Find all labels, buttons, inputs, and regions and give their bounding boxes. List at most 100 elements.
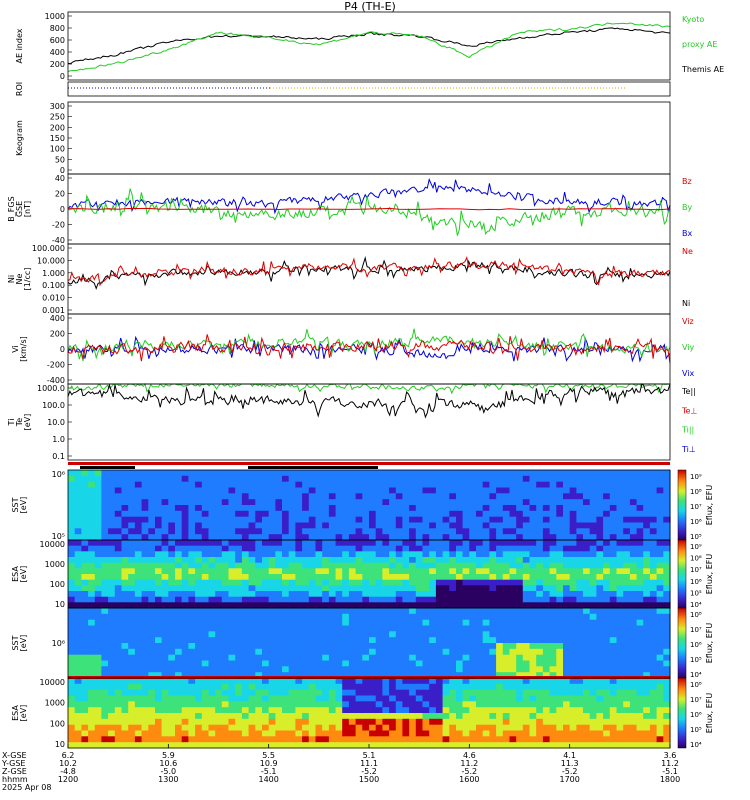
- esa-ion-spectrogram-cell: [295, 689, 303, 697]
- sst-ion-spectrogram-cell: [282, 625, 290, 632]
- esa-electron-spectrogram-cell: [235, 568, 243, 575]
- esa-ion-spectrogram-cell: [462, 707, 470, 714]
- sst-electron-spectrogram-cell: [609, 493, 618, 500]
- sst-ion-spectrogram-cell: [262, 608, 270, 615]
- esa-ion-spectrogram-cell: [429, 689, 437, 697]
- sst-ion-spectrogram-cell: [315, 613, 323, 621]
- sst-electron-spectrogram-cell: [402, 499, 410, 506]
- sst-ion-spectrogram-cell: [629, 625, 638, 632]
- sst-electron-spectrogram-cell: [248, 522, 256, 529]
- sst-ion-spectrogram-cell: [509, 613, 517, 621]
- sst-electron-spectrogram-cell: [462, 475, 470, 483]
- sst-electron-spectrogram-cell: [629, 499, 638, 506]
- sst-electron-spectrogram-cell: [74, 475, 82, 483]
- esa-electron-spectrogram-cell: [275, 579, 283, 586]
- esa-ion-spectrogram-cell: [603, 713, 611, 720]
- sst-electron-spectrogram-cell: [656, 493, 664, 500]
- sst-ion-spectrogram-cell: [141, 643, 149, 650]
- sst-electron-spectrogram-cell: [141, 493, 149, 500]
- sst-ion-spectrogram-cell: [516, 631, 524, 638]
- panel-bfield-ytick: 0: [60, 205, 65, 214]
- sst-ion-spectrogram-cell: [556, 625, 564, 632]
- esa-electron-spectrogram-cell: [589, 562, 597, 569]
- esa-ion-spectrogram-cell: [208, 707, 216, 714]
- esa-ion-spectrogram-cell: [589, 678, 597, 685]
- esa-ion-spectrogram-cell: [649, 736, 658, 743]
- esa-ion-spectrogram-cell: [348, 701, 357, 708]
- esa-ion-spectrogram-cell: [402, 678, 410, 685]
- sst-electron-spectrogram-cell: [529, 528, 537, 535]
- sst-ion-spectrogram-cell: [188, 625, 196, 632]
- esa-electron-spectrogram-cell: [576, 540, 584, 547]
- sst-electron-spectrogram-cell: [308, 481, 317, 489]
- sst-electron-spectrogram-cell: [195, 505, 203, 512]
- esa-electron-spectrogram-cell: [496, 596, 504, 603]
- sst-ion-spectrogram-cell: [422, 648, 430, 656]
- esa-ion-spectrogram-cell: [409, 742, 417, 749]
- sst-electron-spectrogram-cell: [355, 470, 363, 477]
- esa-electron-spectrogram-cell: [375, 574, 383, 581]
- sst-ion-spectrogram-cell: [663, 660, 671, 667]
- sst-ion-spectrogram-cell: [456, 672, 464, 679]
- esa-electron-spectrogram-cell: [155, 545, 163, 552]
- panel-sst_i: SST [eV] 10⁶: [11, 635, 72, 651]
- esa-ion-spectrogram-cell: [121, 742, 129, 749]
- esa-ion-spectrogram-cell: [195, 730, 203, 737]
- sst-ion-spectrogram-cell: [609, 631, 618, 638]
- sst-electron-spectrogram-cell: [322, 470, 330, 477]
- footer-time-tick: 1700: [559, 775, 579, 784]
- sst-electron-spectrogram-cell: [489, 499, 497, 506]
- sst-electron-spectrogram-cell: [228, 510, 236, 518]
- esa-ion-spectrogram-cell: [302, 707, 310, 714]
- sst-ion-spectrogram-cell: [308, 613, 317, 621]
- sst-electron-spectrogram-cell: [114, 481, 123, 489]
- sst-ion-spectrogram-cell: [649, 625, 658, 632]
- esa-ion-spectrogram-cell: [74, 695, 82, 702]
- sst-ion-spectrogram-cell: [629, 619, 638, 627]
- esa-ion-spectrogram-cell: [148, 736, 156, 743]
- sst-ion-spectrogram-cell: [101, 654, 109, 662]
- sst-ion-spectrogram-cell: [355, 625, 363, 632]
- footer-time-tick: 1600: [459, 775, 479, 784]
- sst-ion-spectrogram-cell: [589, 619, 597, 627]
- esa-electron-spectrogram-cell: [362, 568, 370, 575]
- sst-electron-spectrogram-cell: [342, 481, 350, 489]
- sst-ion-spectrogram-cell: [348, 648, 357, 656]
- esa-electron-spectrogram-cell: [155, 574, 163, 581]
- ae-series-line: [67, 22, 671, 73]
- sst-ion-spectrogram-cell: [288, 643, 296, 650]
- sst-ion-spectrogram-cell: [636, 631, 644, 638]
- esa-electron-spectrogram-cell: [415, 557, 424, 564]
- esa-ion-spectrogram-cell: [576, 678, 584, 685]
- esa-ion-spectrogram-cell: [489, 718, 497, 726]
- sst-ion-spectrogram-cell: [241, 637, 250, 644]
- esa-ion-spectrogram-cell: [74, 742, 82, 749]
- sst-electron-spectrogram-cell: [502, 481, 511, 489]
- sst-ion-spectrogram-cell: [569, 648, 577, 656]
- esa-electron-spectrogram-cell: [529, 585, 537, 592]
- esa-electron-spectrogram-cell: [603, 574, 611, 581]
- esa-electron-spectrogram-cell: [315, 545, 323, 552]
- sst-electron-spectrogram-cell: [489, 510, 497, 518]
- esa-electron-spectrogram-cell: [563, 602, 571, 609]
- sst-electron-spectrogram-cell: [188, 516, 196, 524]
- esa-ion-spectrogram-cell: [529, 689, 537, 697]
- sst-ion-spectrogram-cell: [369, 637, 377, 644]
- sst-electron-spectrogram-cell: [74, 522, 82, 529]
- sst-electron-spectrogram-cell: [335, 522, 343, 529]
- esa-ion-spectrogram-cell: [663, 678, 671, 685]
- sst-ion-spectrogram-cell: [469, 637, 477, 644]
- sst-ion-spectrogram-cell: [201, 613, 210, 621]
- sst-electron-spectrogram-cell: [128, 487, 136, 494]
- sst-electron-spectrogram-cell: [629, 516, 638, 524]
- sst-electron-spectrogram-cell: [188, 505, 196, 512]
- esa-electron-spectrogram-cell: [342, 585, 350, 592]
- esa-electron-spectrogram-cell: [502, 591, 511, 598]
- sst-ion-spectrogram-cell: [175, 648, 183, 656]
- sst-ion-spectrogram-cell: [395, 637, 404, 644]
- sst-electron-spectrogram-cell: [462, 493, 470, 500]
- sst-ion-spectrogram-cell: [502, 613, 511, 621]
- esa-ion-spectrogram-cell: [101, 678, 109, 685]
- sst-ion-spectrogram-cell: [355, 648, 363, 656]
- sst-ion-spectrogram-cell: [302, 631, 310, 638]
